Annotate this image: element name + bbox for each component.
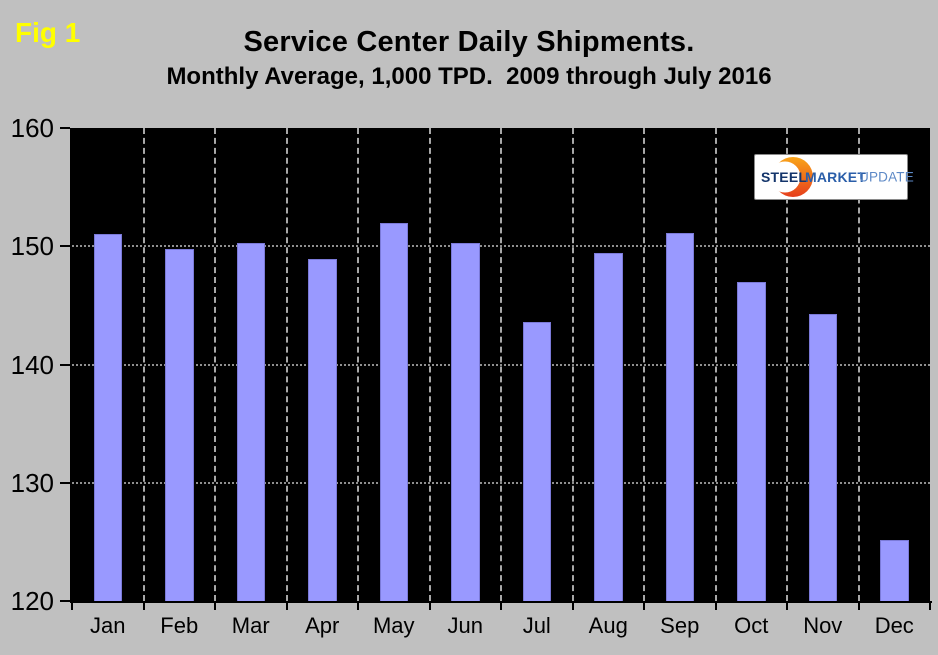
x-tick-2 — [214, 601, 216, 610]
x-label-feb: Feb — [160, 613, 199, 638]
v-gridline-11 — [857, 128, 860, 601]
y-label-130: 130 — [10, 467, 54, 498]
v-gridline-5 — [428, 128, 431, 601]
smu-logo: STEEL MARKET UPDATE — [754, 154, 914, 200]
bar-aug — [594, 253, 623, 601]
v-gridline-2 — [214, 128, 216, 601]
figure-number-label: Fig 1 — [15, 17, 81, 48]
chart-title: Service Center Daily Shipments. — [243, 26, 695, 58]
x-tick-7 — [571, 601, 574, 610]
v-gridline-8 — [643, 128, 645, 601]
x-tick-3 — [285, 601, 288, 610]
y-label-150: 150 — [10, 231, 54, 262]
x-tick-8 — [643, 601, 645, 610]
x-tick-4 — [357, 601, 359, 610]
logo-word-market: MARKET — [805, 169, 867, 185]
smu-crescent-icon — [772, 157, 813, 197]
bar-oct — [737, 281, 766, 601]
v-gridline-3 — [285, 128, 288, 601]
bar-apr — [308, 259, 337, 601]
y-label-160: 160 — [10, 113, 54, 143]
x-tick-6 — [500, 601, 502, 610]
bar-dec — [880, 539, 909, 601]
y-label-140: 140 — [10, 349, 54, 380]
x-tick-0 — [71, 601, 73, 610]
x-label-apr: Apr — [305, 613, 340, 638]
x-label-dec: Dec — [874, 613, 914, 638]
v-gridline-10 — [786, 128, 788, 601]
bar-jul — [522, 321, 551, 601]
bar-nov — [808, 313, 837, 601]
plot-area: STEEL MARKET UPDATE — [72, 128, 930, 601]
x-tick-5 — [428, 601, 431, 610]
v-gridline-1 — [142, 128, 145, 601]
x-label-oct: Oct — [734, 613, 769, 638]
logo-word-update: UPDATE — [859, 169, 914, 185]
x-label-jun: Jun — [447, 613, 483, 638]
bar-may — [379, 222, 408, 601]
v-gridline-9 — [714, 128, 717, 601]
bar-feb — [165, 248, 194, 601]
y-label-120: 120 — [10, 586, 54, 616]
bar-jan — [93, 234, 122, 601]
x-label-aug: Aug — [588, 613, 628, 638]
x-label-jan: Jan — [90, 613, 126, 638]
x-label-mar: Mar — [231, 613, 270, 638]
v-gridline-4 — [357, 128, 359, 601]
chart-subtitle: Monthly Average, 1,000 TPD. 2009 through… — [166, 63, 772, 90]
x-tick-1 — [142, 601, 145, 610]
x-label-nov: Nov — [803, 613, 843, 638]
bar-mar — [236, 242, 265, 601]
y-tick-120 — [60, 600, 70, 602]
y-tick-140 — [60, 363, 70, 366]
v-gridline-7 — [571, 128, 574, 601]
y-axis-line — [70, 128, 72, 603]
logo-word-steel: STEEL — [761, 169, 808, 185]
v-gridline-6 — [500, 128, 502, 601]
y-tick-160 — [60, 127, 70, 129]
x-tick-9 — [714, 601, 717, 610]
y-tick-130 — [60, 481, 70, 484]
bar-sep — [665, 233, 694, 601]
x-tick-12 — [929, 601, 931, 610]
x-label-jul: Jul — [522, 613, 551, 638]
x-label-sep: Sep — [660, 613, 700, 638]
x-label-may: May — [372, 613, 415, 638]
y-tick-150 — [60, 245, 70, 248]
bar-jun — [451, 242, 480, 601]
x-tick-11 — [857, 601, 860, 610]
x-tick-10 — [786, 601, 788, 610]
